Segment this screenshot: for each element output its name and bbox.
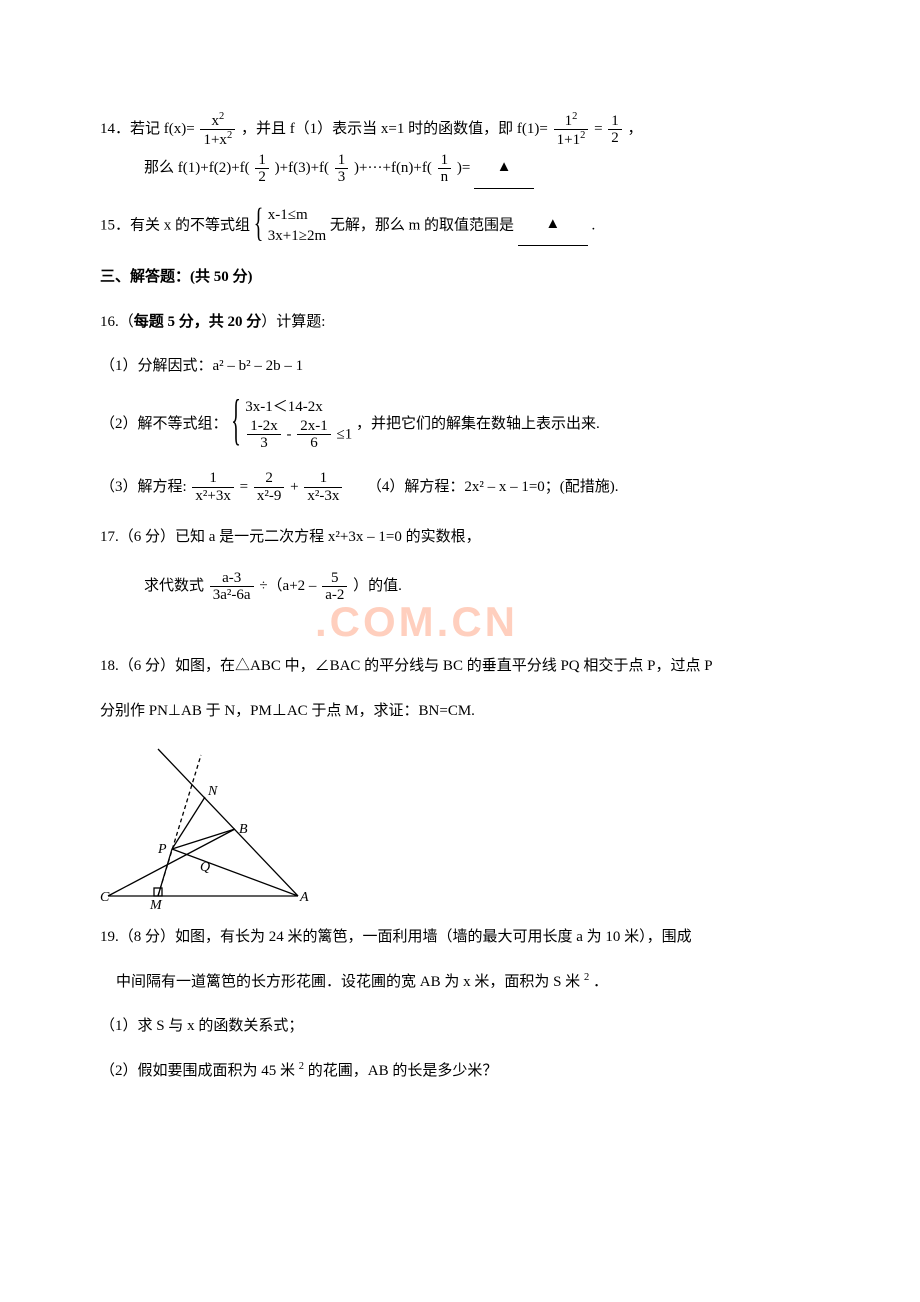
q16-p4: （4）解方程：2x² – x – 1=0；(配措施). [367, 479, 619, 495]
q15-prefix: 15．有关 x 的不等式组 [100, 217, 250, 233]
q16-p1: （1）分解因式：a² – b² – 2b – 1 [100, 352, 820, 381]
q17-l2-tail: ）的值. [353, 578, 402, 594]
q14-half-num: 1 [608, 113, 622, 130]
svg-text:P: P [157, 842, 167, 857]
q14-blank: ▲ [474, 149, 534, 189]
q14-l2-pre: 那么 [144, 160, 174, 176]
q14-l2-b: )+f(3)+f( [275, 160, 329, 176]
q16-p2-frac2: 2x-1 6 [297, 418, 331, 452]
q14-line2: 那么 f(1)+f(2)+f( 1 2 )+f(3)+f( 1 3 )+···+… [100, 160, 534, 176]
q19-p2-sup: 2 [299, 1061, 304, 1072]
q16-p3-frac2: 2 x²-9 [254, 470, 285, 504]
q14-fx-num: x [211, 113, 219, 129]
q14-half-den: 2 [608, 129, 622, 147]
triangle-icon: ▲ [497, 159, 512, 175]
q19-line2: 中间隔有一道篱笆的长方形花圃．设花圃的宽 AB 为 x 米，面积为 S 米 2 … [100, 968, 820, 997]
q15-blank: ▲ [518, 206, 588, 246]
q17-line1: 17.（6 分）已知 a 是一元二次方程 x²+3x – 1=0 的实数根， [100, 523, 820, 552]
q18-line2: 分别作 PN⊥AB 于 N，PM⊥AC 于点 M，求证：BN=CM. [100, 697, 820, 726]
q16-p3-frac3: 1 x²-3x [304, 470, 342, 504]
q15-line1: x-1≤m [268, 205, 326, 226]
q14-f1-lhs: f(1)= [517, 121, 548, 137]
question-15: 15．有关 x 的不等式组 x-1≤m 3x+1≥2m 无解，那么 m 的取值范… [100, 205, 820, 247]
question-14: 14．若记 f(x)= x2 1+x2 ，并且 f（1）表示当 x=1 时的函数… [100, 110, 820, 189]
q14-f1-den: 1+1 [557, 132, 580, 148]
q19-p2-b: 的花圃，AB 的长是多少米？ [308, 1063, 498, 1079]
q16-head-bold: 每题 5 分，共 20 分 [134, 314, 262, 330]
q19-p2: （2）假如要围成面积为 45 米 2 的花圃，AB 的长是多少米？ [100, 1057, 820, 1086]
q19-sup: 2 [584, 972, 589, 983]
q16-p3-pre: （3）解方程: [100, 479, 187, 495]
q14-l2-a: f(1)+f(2)+f( [178, 160, 250, 176]
q16-head: 16.（ [100, 314, 134, 330]
q17-div: ÷（a+2 – [259, 578, 316, 594]
svg-text:M: M [149, 898, 163, 911]
q14-fx-frac: x2 1+x2 [200, 111, 235, 149]
q16-p2: （2）解不等式组： 3x-1＜14-2x 1-2x 3 - 2x-1 6 ≤1 … [100, 397, 820, 452]
q18-diagram: A C M B Q P N [100, 741, 310, 911]
q16-p2-brace: 3x-1＜14-2x 1-2x 3 - 2x-1 6 ≤1 [231, 397, 352, 452]
q14-fx-den: 1+x [203, 132, 226, 148]
svg-text:C: C [100, 890, 110, 905]
q16-p2-after: ，并把它们的解集在数轴上表示出来. [356, 415, 600, 431]
q14-frac-n: 1 n [438, 152, 452, 186]
q15-end: . [592, 217, 596, 233]
svg-text:Q: Q [200, 860, 210, 875]
svg-text:B: B [239, 822, 248, 837]
q14-l2-c: )+···+f(n)+f( [354, 160, 432, 176]
q15-mid: 无解，那么 m 的取值范围是 [330, 217, 514, 233]
q16-p2-frac1: 1-2x 3 [247, 418, 281, 452]
q14-l2-d: )= [457, 160, 470, 176]
q16-p2-l1: 3x-1＜14-2x [245, 397, 352, 418]
q14-f1-num: 1 [565, 113, 573, 129]
q16-p3-p4: （3）解方程: 1 x²+3x = 2 x²-9 + 1 x²-3x （4）解方… [100, 468, 820, 507]
q16-p2-l2: 1-2x 3 - 2x-1 6 ≤1 [245, 418, 352, 452]
q15-line2: 3x+1≥2m [268, 226, 326, 247]
svg-text:A: A [299, 890, 309, 905]
svg-text:N: N [207, 784, 218, 799]
q15-brace: x-1≤m 3x+1≥2m [254, 205, 326, 247]
q19-p2-a: （2）假如要围成面积为 45 米 [100, 1063, 295, 1079]
q19-p1: （1）求 S 与 x 的函数关系式； [100, 1012, 820, 1041]
q14-frac-third: 1 3 [335, 152, 349, 186]
q16-p3-frac1: 1 x²+3x [192, 470, 233, 504]
q17-frac2: 5 a-2 [322, 570, 347, 604]
q17-frac1: a-3 3a²-6a [210, 570, 254, 604]
q19-l2-text: 中间隔有一道篱笆的长方形花圃．设花圃的宽 AB 为 x 米，面积为 S 米 [116, 974, 580, 990]
q14-mid1: ，并且 f（1）表示当 x=1 时的函数值，即 [241, 121, 513, 137]
q14-prefix: 14．若记 [100, 121, 160, 137]
q14-half-frac: 1 2 [608, 113, 622, 147]
q16-head-tail: ）计算题: [261, 314, 325, 330]
q18-line1: 18.（6 分）如图，在△ABC 中，∠BAC 的平分线与 BC 的垂直平分线 … [100, 652, 820, 681]
q19-line1: 19.（8 分）如图，有长为 24 米的篱笆，一面利用墙（墙的最大可用长度 a … [100, 923, 820, 952]
q17-line2: 求代数式 a-3 3a²-6a ÷（a+2 – 5 a-2 ）的值. .COM.… [100, 567, 820, 606]
q14-tail: ， [628, 121, 643, 137]
question-16: 16.（每题 5 分，共 20 分）计算题: [100, 308, 820, 337]
triangle-icon: ▲ [545, 216, 560, 232]
q16-p2-pre: （2）解不等式组： [100, 415, 228, 431]
q14-f1-frac: 12 1+12 [554, 111, 589, 149]
q17-l2-pre: 求代数式 [144, 578, 204, 594]
section-3-heading: 三、解答题：(共 50 分) [100, 263, 820, 292]
q14-fx-lhs: f(x)= [164, 121, 195, 137]
q19-l2-tail: ． [593, 974, 608, 990]
